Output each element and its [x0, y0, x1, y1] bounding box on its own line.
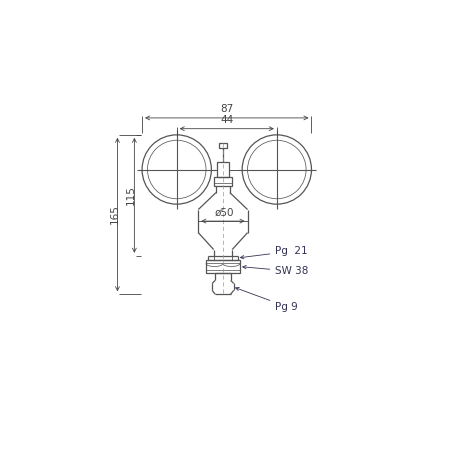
Text: 87: 87 — [220, 104, 234, 114]
Bar — [206, 261, 240, 273]
Bar — [217, 162, 229, 177]
Text: SW 38: SW 38 — [243, 266, 309, 276]
Text: 44: 44 — [220, 115, 234, 125]
Text: 165: 165 — [109, 205, 119, 225]
Text: 115: 115 — [126, 185, 136, 205]
Bar — [219, 143, 227, 148]
Text: Pg 9: Pg 9 — [236, 288, 298, 312]
Text: Pg  21: Pg 21 — [240, 246, 308, 259]
Text: ø50: ø50 — [215, 207, 234, 217]
Bar — [214, 177, 232, 186]
